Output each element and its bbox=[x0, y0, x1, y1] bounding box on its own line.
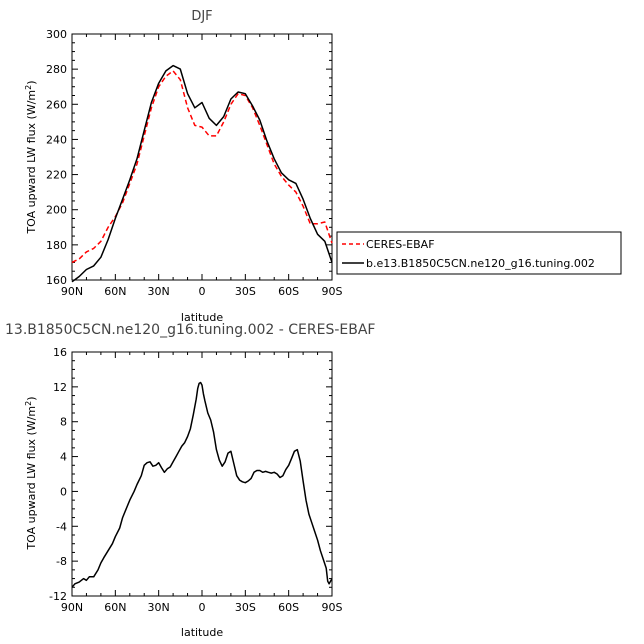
top-y-axis-label: TOA upward LW flux (W/m2) bbox=[24, 80, 38, 234]
top-y-tick-label: 280 bbox=[46, 63, 67, 76]
bottom-series-line-0 bbox=[71, 381, 333, 588]
bottom-x-tick-label: 0 bbox=[199, 601, 206, 614]
bottom-x-tick-label: 90S bbox=[322, 601, 343, 614]
bottom-y-tick-label: 0 bbox=[60, 485, 67, 498]
top-y-tick-label: 160 bbox=[46, 274, 67, 287]
bottom-x-tick-label: 90N bbox=[61, 601, 83, 614]
top-panel: DJF 90N 60N 30N 0 30S 60S 90S 160 180 200 220 240 26… bbox=[24, 9, 343, 324]
top-x-tick-label: 90N bbox=[61, 285, 83, 298]
top-y-tick-label: 260 bbox=[46, 98, 67, 111]
bottom-x-tick-label: 30S bbox=[235, 601, 256, 614]
top-x-tick-label: 60N bbox=[104, 285, 126, 298]
bottom-y-tick-label: -8 bbox=[56, 555, 67, 568]
bottom-x-tick-label: 60N bbox=[104, 601, 126, 614]
top-plot-frame bbox=[71, 33, 333, 281]
top-y-tick-label: 300 bbox=[46, 28, 67, 41]
bottom-y-tick-label: 16 bbox=[53, 346, 67, 359]
bottom-y-axis-label: TOA upward LW flux (W/m2) bbox=[24, 396, 38, 550]
top-y-tick-label: 180 bbox=[46, 239, 67, 252]
top-chart-title: DJF bbox=[191, 9, 212, 24]
top-x-tick-label: 30N bbox=[148, 285, 170, 298]
legend: CERES-EBAF b.e13.B1850C5CN.ne120_g16.tun… bbox=[336, 231, 622, 275]
legend-label-model: b.e13.B1850C5CN.ne120_g16.tuning.002 bbox=[366, 257, 595, 270]
legend-label-ceres: CERES-EBAF bbox=[366, 238, 435, 251]
bottom-x-axis-label: latitude bbox=[181, 626, 223, 639]
bottom-y-tick-label: 8 bbox=[60, 416, 67, 429]
top-x-tick-label: 0 bbox=[199, 285, 206, 298]
bottom-plot-area: 90N 60N 30N 0 30S 60S 90S -12 -8 -4 0 4 8 12 16 bbox=[49, 346, 342, 614]
top-y-tick-label: 240 bbox=[46, 133, 67, 146]
top-y-tick-label: 220 bbox=[46, 169, 67, 182]
bottom-y-tick-label: 4 bbox=[60, 451, 67, 464]
bottom-panel: 13.B1850C5CN.ne120_g16.tuning.002 - CERE… bbox=[5, 322, 375, 639]
bottom-x-tick-label: 60S bbox=[278, 601, 299, 614]
top-x-axis-label: latitude bbox=[181, 311, 223, 324]
bottom-y-tick-label: -12 bbox=[49, 590, 67, 603]
top-x-tick-label: 60S bbox=[278, 285, 299, 298]
bottom-y-tick-label: -4 bbox=[56, 520, 67, 533]
top-series-line-0 bbox=[71, 70, 333, 264]
top-y-tick-label: 200 bbox=[46, 204, 67, 217]
bottom-x-tick-label: 30N bbox=[148, 601, 170, 614]
bottom-y-tick-label: 12 bbox=[53, 381, 67, 394]
top-x-tick-label: 30S bbox=[235, 285, 256, 298]
top-series-line-1 bbox=[71, 64, 333, 283]
top-x-tick-label: 90S bbox=[322, 285, 343, 298]
top-plot-area: 90N 60N 30N 0 30S 60S 90S 160 180 200 220 240 260 280… bbox=[46, 28, 343, 298]
bottom-chart-title: 13.B1850C5CN.ne120_g16.tuning.002 - CERE… bbox=[5, 322, 375, 338]
legend-box bbox=[336, 231, 622, 275]
